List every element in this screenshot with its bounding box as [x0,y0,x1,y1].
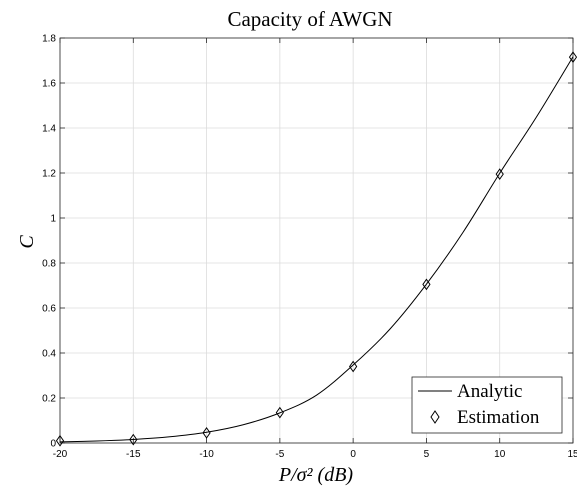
x-tick-label: 10 [494,449,506,460]
y-tick-label: 1.6 [42,79,56,90]
x-tick-label: 0 [350,449,356,460]
x-tick-label: -20 [53,449,68,460]
estimation-point [495,168,504,180]
estimation-point [202,427,211,439]
legend-box [411,376,563,434]
y-tick-label: 0.4 [42,349,56,360]
estimation-point [422,278,431,291]
y-axis-ticks: 0 0.2 0.4 0.6 0.8 1 1.2 1.4 1.6 1.8 [42,34,573,450]
chart-title: Capacity of AWGN [227,7,392,31]
legend-estimation-swatch [430,410,440,424]
series-group [55,51,577,447]
x-tick-label: 15 [567,449,577,460]
estimation-point [349,360,358,373]
legend-estimation-label: Estimation [457,407,540,428]
estimation-point [129,433,138,446]
x-axis-label: P/σ² (dB) [278,464,354,486]
y-tick-label: 0.8 [42,259,56,270]
estimation-point [275,406,284,419]
series-analytic-line [59,56,574,443]
x-tick-label: -5 [275,449,284,460]
y-tick-label: 1.2 [42,169,56,180]
x-tick-label: -15 [126,449,141,460]
y-tick-label: 1.4 [42,124,56,135]
x-axis-ticks: -20 -15 -10 -5 0 5 10 15 [53,38,577,460]
legend: Analytic Estimation [411,376,563,434]
y-axis-label: C [16,235,38,249]
x-tick-label: 5 [424,449,430,460]
y-tick-label: 0.6 [42,304,56,315]
y-tick-label: 0 [50,439,56,450]
estimation-point [55,434,65,447]
plot-area [59,37,574,444]
y-tick-label: 0.2 [42,394,56,405]
y-tick-label: 1.8 [42,34,56,45]
estimation-point [568,51,577,63]
legend-analytic-label: Analytic [457,381,522,402]
x-tick-label: -10 [199,449,214,460]
y-tick-label: 1 [50,214,56,225]
